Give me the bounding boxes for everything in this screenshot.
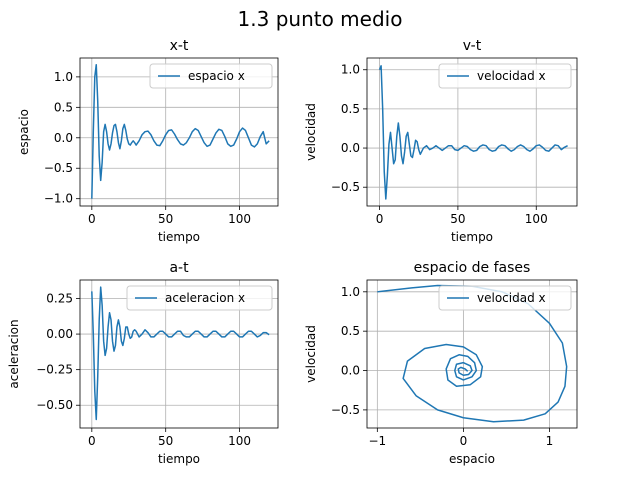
xt-xlabel: tiempo bbox=[158, 230, 200, 244]
vt-ytick-label: −0.5 bbox=[331, 180, 360, 194]
vt-xtick-label: 50 bbox=[450, 212, 465, 226]
xt-legend-label: espacio x bbox=[188, 69, 245, 83]
at-chart: 0 50 100 −0.50 −0.25 0.00 0.25 a-t tiempo acelera… bbox=[7, 260, 279, 466]
at-xtick-label: 100 bbox=[228, 434, 251, 448]
at-ytick-label: −0.25 bbox=[36, 363, 73, 377]
at-legend-box bbox=[126, 285, 273, 311]
xt-xtick-label: 50 bbox=[158, 212, 173, 226]
phase-xlabel: espacio bbox=[449, 452, 495, 466]
xt-ytick-label: 1.0 bbox=[54, 70, 73, 84]
phase-series-line bbox=[377, 284, 568, 423]
xt-xtick-label: 100 bbox=[228, 212, 251, 226]
at-ytick-label: 0.25 bbox=[46, 292, 73, 306]
vt-ytick-label: 0.5 bbox=[341, 102, 360, 116]
at-title: a-t bbox=[169, 260, 189, 276]
at-xlabel: tiempo bbox=[158, 452, 200, 466]
phase-chart: −1 0 1 −0.5 0.0 0.5 1.0 espacio de fases espacio… bbox=[304, 260, 578, 466]
at-series-line bbox=[91, 286, 270, 421]
at-ylabel: aceleracion bbox=[7, 319, 21, 388]
vt-legend-box bbox=[438, 63, 572, 89]
phase-xtick-label: −1 bbox=[368, 434, 386, 448]
vt-xtick-label: 0 bbox=[376, 212, 384, 226]
xt-series-line bbox=[91, 63, 270, 199]
vt-ytick-label: 1.0 bbox=[341, 63, 360, 77]
xt-xtick-label: 0 bbox=[88, 212, 96, 226]
at-ytick-label: −0.50 bbox=[36, 398, 73, 412]
at-ytick-label: 0.00 bbox=[46, 327, 73, 341]
at-axes-frame bbox=[79, 279, 279, 429]
vt-xtick-label: 100 bbox=[525, 212, 548, 226]
vt-chart: 0 50 100 −0.5 0.0 0.5 1.0 v-t tiempo velocidad vel… bbox=[304, 38, 578, 244]
xt-ytick-label: 0.0 bbox=[54, 131, 73, 145]
phase-axes-frame bbox=[366, 279, 578, 429]
xt-title: x-t bbox=[170, 38, 189, 54]
at-xtick-label: 0 bbox=[88, 434, 96, 448]
at-legend-label: aceleracion x bbox=[165, 291, 245, 305]
xt-ytick-label: 0.5 bbox=[54, 100, 73, 114]
vt-ytick-label: 0.0 bbox=[341, 141, 360, 155]
phase-ytick-label: 0.5 bbox=[341, 324, 360, 338]
xt-ytick-label: −1.0 bbox=[44, 192, 73, 206]
phase-legend-label: velocidad x bbox=[477, 291, 546, 305]
at-xtick-label: 50 bbox=[158, 434, 173, 448]
phase-xtick-label: 0 bbox=[460, 434, 468, 448]
xt-legend-box bbox=[149, 63, 273, 89]
xt-ytick-label: −0.5 bbox=[44, 161, 73, 175]
vt-series-line bbox=[378, 65, 568, 200]
vt-axes-frame bbox=[366, 57, 578, 207]
vt-ylabel: velocidad bbox=[304, 103, 318, 161]
xt-ylabel: espacio bbox=[17, 109, 31, 155]
phase-xtick-label: 1 bbox=[546, 434, 554, 448]
xt-axes-frame bbox=[79, 57, 279, 207]
phase-ylabel: velocidad bbox=[304, 325, 318, 383]
xt-chart: 0 50 100 −1.0 −0.5 0.0 0.5 1.0 x-t tiempo espacio e… bbox=[17, 38, 279, 244]
vt-title: v-t bbox=[463, 38, 482, 54]
vt-legend-label: velocidad x bbox=[477, 69, 546, 83]
phase-title: espacio de fases bbox=[414, 260, 531, 276]
vt-xlabel: tiempo bbox=[451, 230, 493, 244]
phase-ytick-label: 0.0 bbox=[341, 364, 360, 378]
phase-ytick-label: 1.0 bbox=[341, 285, 360, 299]
figure-title: 1.3 punto medio bbox=[238, 7, 403, 31]
phase-legend-box bbox=[438, 285, 572, 311]
phase-ytick-label: −0.5 bbox=[331, 403, 360, 417]
